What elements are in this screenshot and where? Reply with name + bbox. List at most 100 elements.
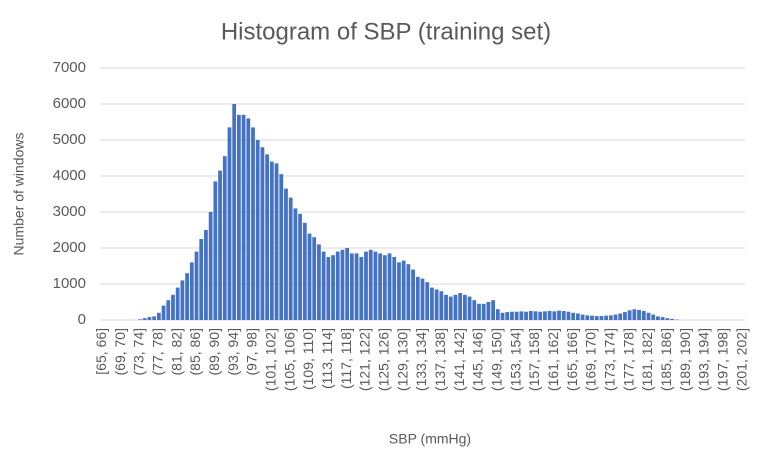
x-tick-label: [65, 66] bbox=[93, 328, 109, 375]
bar bbox=[505, 312, 510, 320]
bar bbox=[227, 127, 232, 321]
bar bbox=[298, 213, 302, 320]
x-tick-label: (93, 94] bbox=[225, 328, 241, 375]
bar bbox=[142, 318, 147, 320]
bar bbox=[533, 311, 538, 320]
bar bbox=[425, 282, 430, 320]
bar bbox=[175, 287, 180, 320]
bar bbox=[430, 287, 434, 320]
bar bbox=[656, 316, 660, 320]
x-tick-label: (141, 142] bbox=[451, 328, 467, 391]
bar bbox=[481, 303, 486, 320]
y-axis-title: Number of windows bbox=[11, 133, 27, 256]
bar bbox=[613, 314, 618, 320]
bar bbox=[204, 230, 208, 320]
bar bbox=[255, 140, 260, 320]
bar bbox=[590, 315, 594, 320]
x-tick-label: (101, 102] bbox=[263, 328, 279, 391]
bar bbox=[156, 312, 161, 320]
bar bbox=[401, 260, 406, 320]
bar bbox=[637, 309, 641, 320]
bar bbox=[528, 311, 533, 320]
x-tick-label: (73, 74] bbox=[131, 328, 147, 375]
bar bbox=[439, 291, 444, 320]
bar bbox=[312, 237, 317, 320]
bar bbox=[538, 311, 543, 320]
bar bbox=[317, 244, 321, 320]
bar bbox=[552, 311, 557, 320]
bar bbox=[171, 294, 175, 320]
bar bbox=[161, 305, 166, 320]
bar bbox=[180, 280, 185, 320]
bar bbox=[189, 262, 194, 320]
bar bbox=[293, 208, 298, 320]
bar bbox=[208, 212, 213, 320]
bar bbox=[251, 127, 255, 321]
bar bbox=[472, 300, 477, 320]
bar bbox=[491, 300, 496, 320]
chart-title: Histogram of SBP (training set) bbox=[221, 18, 551, 45]
bar bbox=[382, 255, 387, 320]
bar bbox=[448, 296, 453, 320]
x-tick-label: (137, 138] bbox=[432, 328, 448, 391]
bar bbox=[627, 310, 632, 320]
x-tick-label: (185, 186] bbox=[658, 328, 674, 391]
y-tick-label: 6000 bbox=[53, 95, 86, 112]
y-tick-label: 0 bbox=[78, 311, 86, 328]
bar bbox=[392, 257, 397, 320]
bar bbox=[340, 249, 345, 320]
bar bbox=[467, 296, 472, 320]
bar bbox=[237, 114, 241, 320]
bar bbox=[321, 251, 326, 320]
bar bbox=[514, 311, 519, 320]
x-tick-label: (197, 198] bbox=[715, 328, 731, 391]
bar bbox=[599, 316, 604, 320]
bar bbox=[486, 302, 491, 320]
bar bbox=[354, 253, 359, 320]
bar bbox=[458, 293, 463, 320]
bar bbox=[462, 294, 467, 320]
bar bbox=[604, 315, 608, 320]
bar bbox=[288, 197, 293, 320]
bar bbox=[335, 251, 340, 320]
bar bbox=[218, 170, 222, 320]
bar bbox=[138, 319, 142, 320]
bar bbox=[274, 163, 279, 320]
bar bbox=[623, 312, 627, 320]
bar bbox=[359, 257, 364, 320]
x-tick-label: (161, 162] bbox=[545, 328, 561, 391]
x-tick-label: (177, 178] bbox=[620, 328, 636, 391]
bar bbox=[152, 316, 157, 320]
x-tick-label: (193, 194] bbox=[696, 328, 712, 391]
bar bbox=[232, 104, 237, 320]
bar bbox=[670, 318, 674, 320]
x-tick-label: (129, 130] bbox=[394, 328, 410, 391]
x-tick-label: (173, 174] bbox=[602, 328, 618, 391]
x-tick-label: (109, 110] bbox=[300, 328, 316, 390]
bar bbox=[307, 233, 312, 320]
x-tick-label: (69, 70] bbox=[112, 328, 128, 375]
y-tick-label: 3000 bbox=[53, 203, 86, 220]
y-tick-label: 1000 bbox=[53, 275, 86, 292]
bar bbox=[571, 312, 576, 320]
bar bbox=[185, 273, 189, 320]
x-tick-label: (133, 134] bbox=[413, 328, 429, 391]
x-tick-label: (81, 82] bbox=[168, 328, 184, 375]
bar bbox=[415, 276, 420, 320]
y-tick-label: 5000 bbox=[53, 131, 86, 148]
x-tick-label: (181, 182] bbox=[639, 328, 655, 391]
bar bbox=[453, 294, 458, 320]
bar bbox=[651, 314, 656, 320]
bar bbox=[241, 114, 246, 320]
bar bbox=[444, 294, 448, 320]
bar bbox=[641, 311, 646, 320]
bar bbox=[561, 311, 566, 320]
bar bbox=[349, 253, 354, 320]
bar bbox=[387, 253, 392, 320]
bar bbox=[524, 311, 528, 320]
bar bbox=[265, 154, 270, 320]
bar bbox=[566, 311, 571, 320]
bar bbox=[580, 314, 585, 320]
bar bbox=[547, 311, 552, 320]
